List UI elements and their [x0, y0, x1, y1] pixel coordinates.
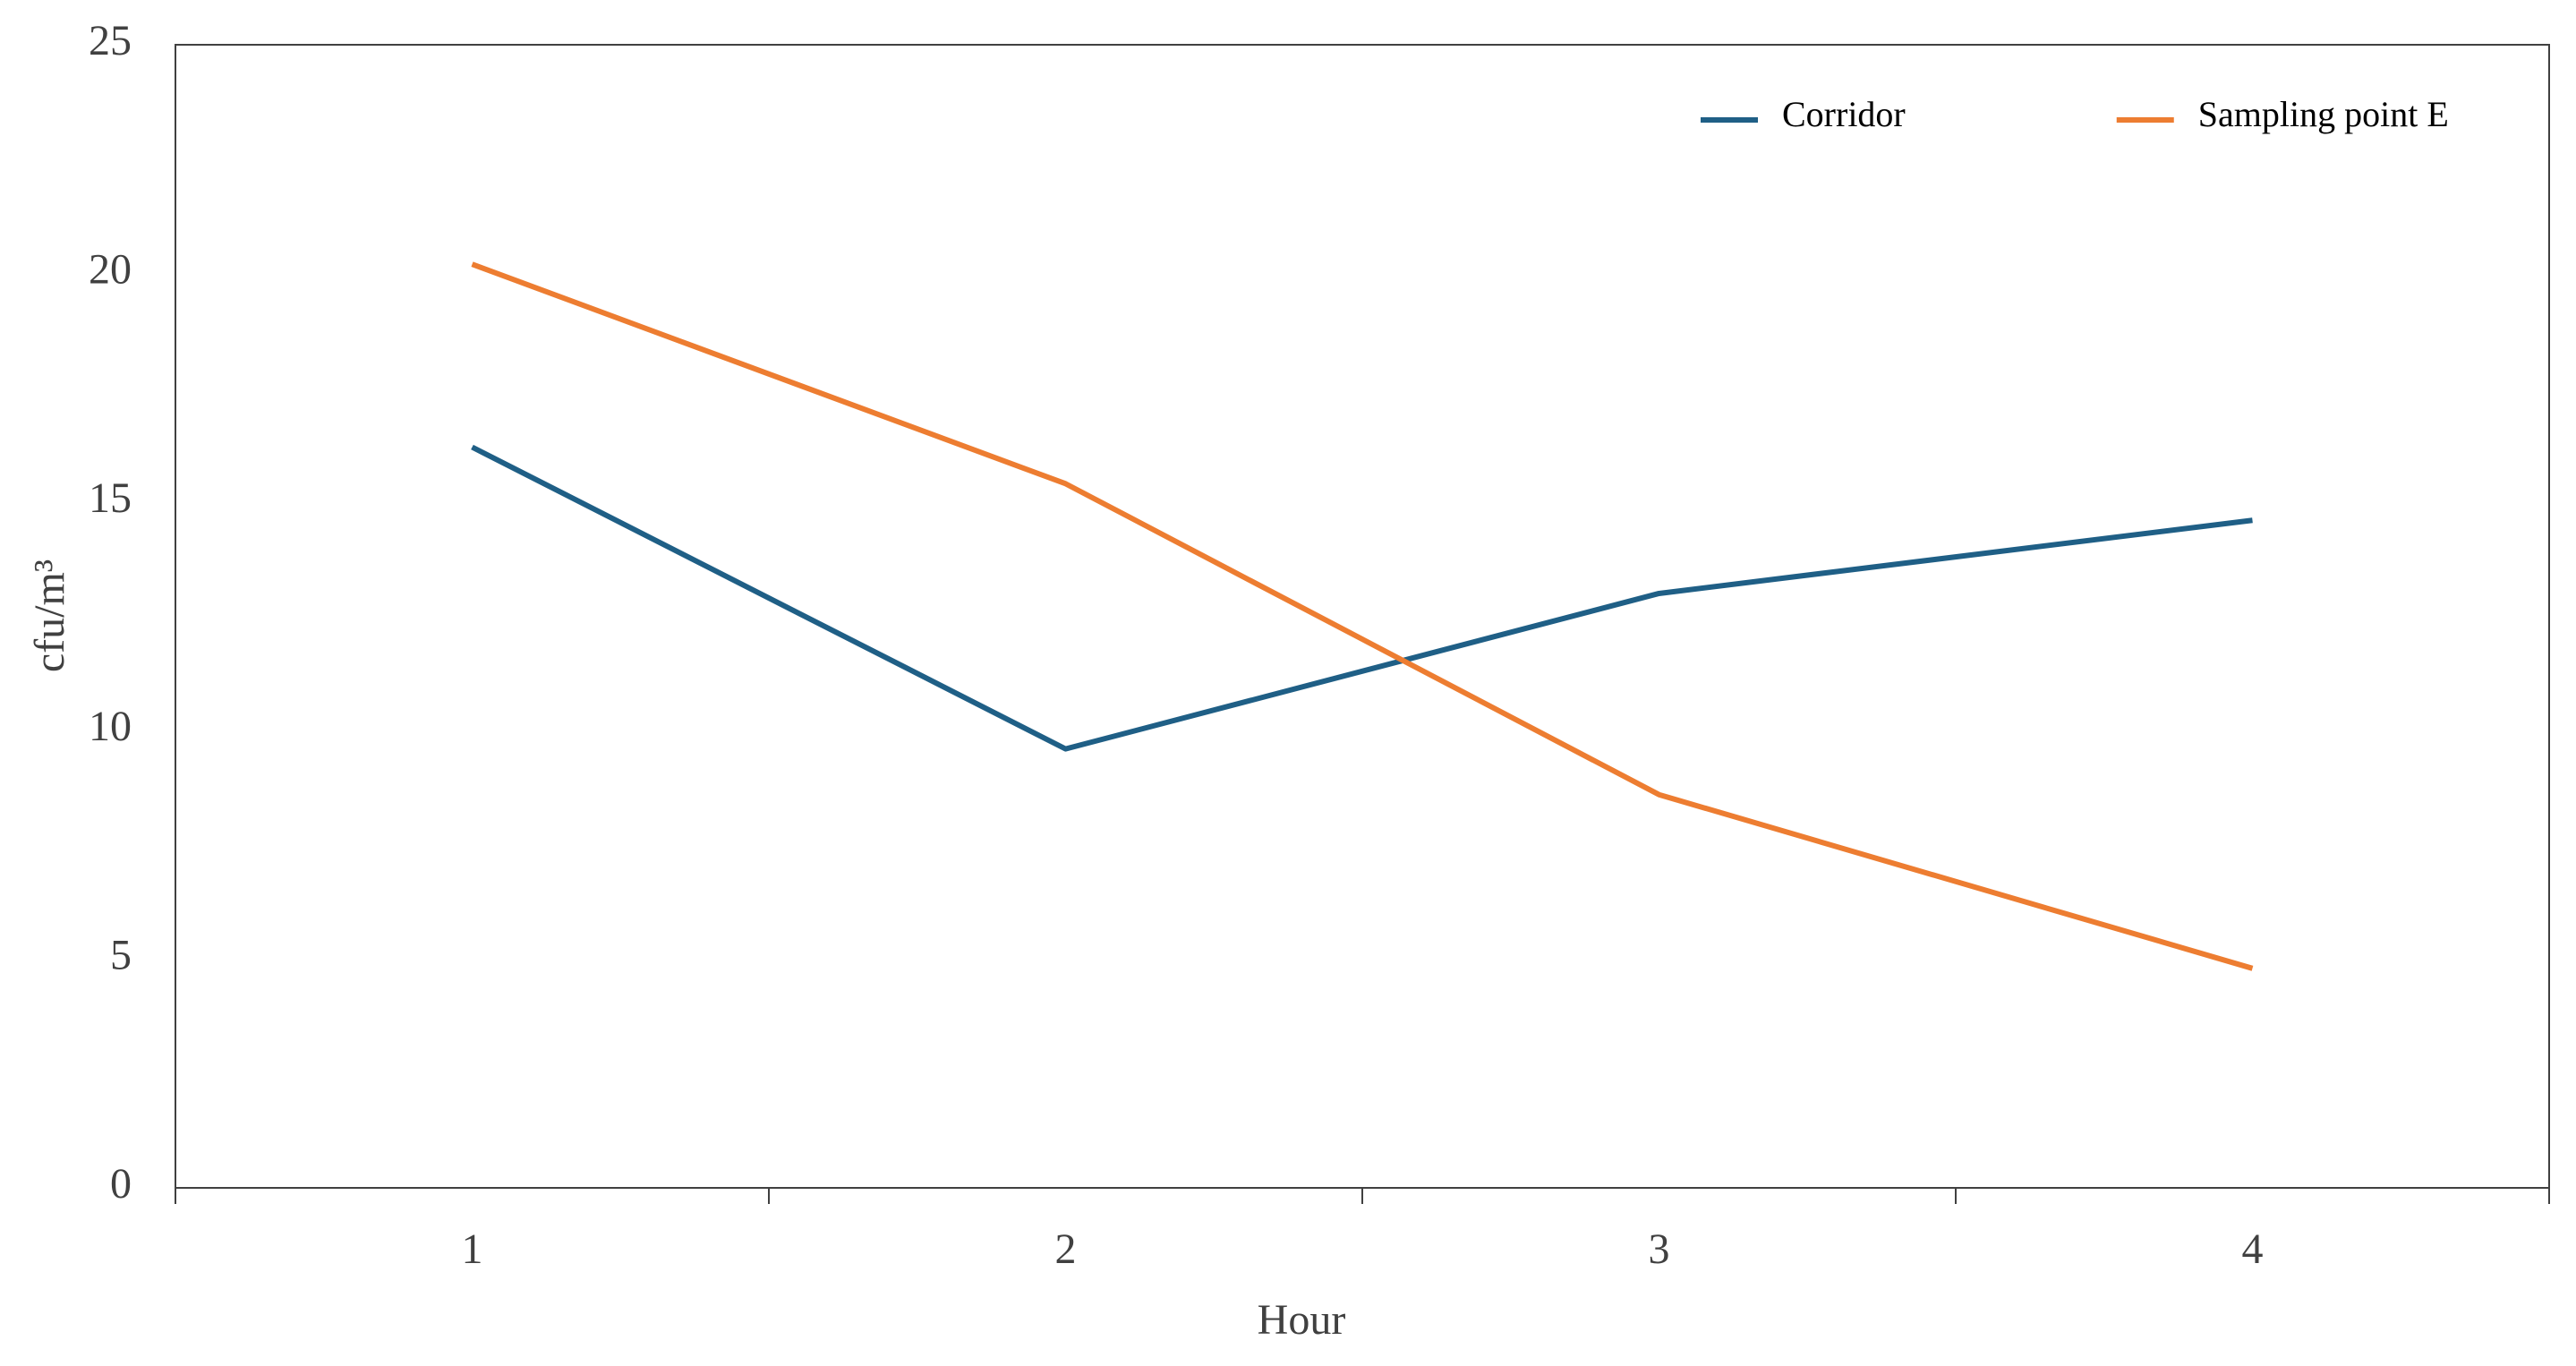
x-axis-title: Hour — [1258, 1296, 1346, 1344]
y-tick-label: 20 — [89, 245, 132, 293]
series-line — [471, 261, 2254, 971]
y-tick-label: 5 — [110, 932, 132, 979]
x-tick-label: 1 — [462, 1225, 483, 1273]
plot-frame — [175, 44, 2550, 1189]
x-tick-label: 4 — [2242, 1225, 2264, 1273]
series-line — [471, 444, 2253, 752]
y-tick-label: 15 — [89, 474, 132, 522]
y-tick-label: 25 — [89, 17, 132, 64]
y-axis-title: cfu/m³ — [26, 559, 73, 672]
x-tick-label: 3 — [1649, 1225, 1670, 1273]
legend-label: Corridor — [1782, 94, 1906, 134]
y-tick-label: 0 — [110, 1160, 132, 1208]
y-tick-label: 10 — [89, 703, 132, 750]
legend-label: Sampling point E — [2198, 94, 2449, 134]
x-tick-label: 2 — [1055, 1225, 1077, 1273]
